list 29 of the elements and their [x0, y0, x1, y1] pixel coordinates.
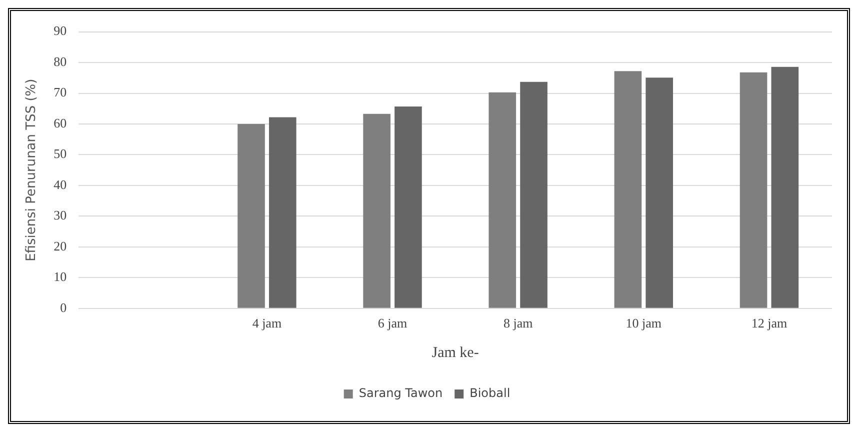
y-tick-label: 40 [54, 176, 67, 192]
y-tick-label: 60 [54, 115, 67, 130]
y-tick-label: 30 [54, 208, 67, 223]
bar [363, 114, 390, 308]
bar [488, 92, 516, 308]
y-tick-label: 70 [54, 84, 67, 100]
y-tick-label: 20 [54, 238, 67, 254]
y-tick-label: 90 [54, 23, 67, 38]
x-tick-label: 8 jam [503, 316, 533, 331]
bar [740, 72, 768, 308]
x-tick-label: 12 jam [751, 316, 788, 331]
x-axis-title: Jam ke- [432, 344, 479, 361]
bar [268, 117, 296, 308]
bar [646, 78, 673, 308]
x-tick-label: 4 jam [252, 316, 282, 331]
bar [520, 82, 548, 308]
y-tick-label: 80 [54, 54, 67, 69]
bar [614, 71, 642, 308]
bar [238, 124, 265, 308]
y-axis-title: Efisiensi Penurunan TSS (%) [24, 78, 40, 262]
bar [394, 106, 422, 308]
legend-label: Bioball [470, 386, 510, 400]
y-tick-label: 0 [60, 300, 67, 315]
y-tick-label: 50 [54, 146, 67, 162]
x-tick-label: 10 jam [626, 316, 662, 331]
y-tick-label: 10 [54, 269, 67, 284]
legend-label: Sarang Tawon [358, 386, 443, 400]
bar [771, 66, 799, 308]
x-tick-label: 6 jam [378, 316, 408, 331]
